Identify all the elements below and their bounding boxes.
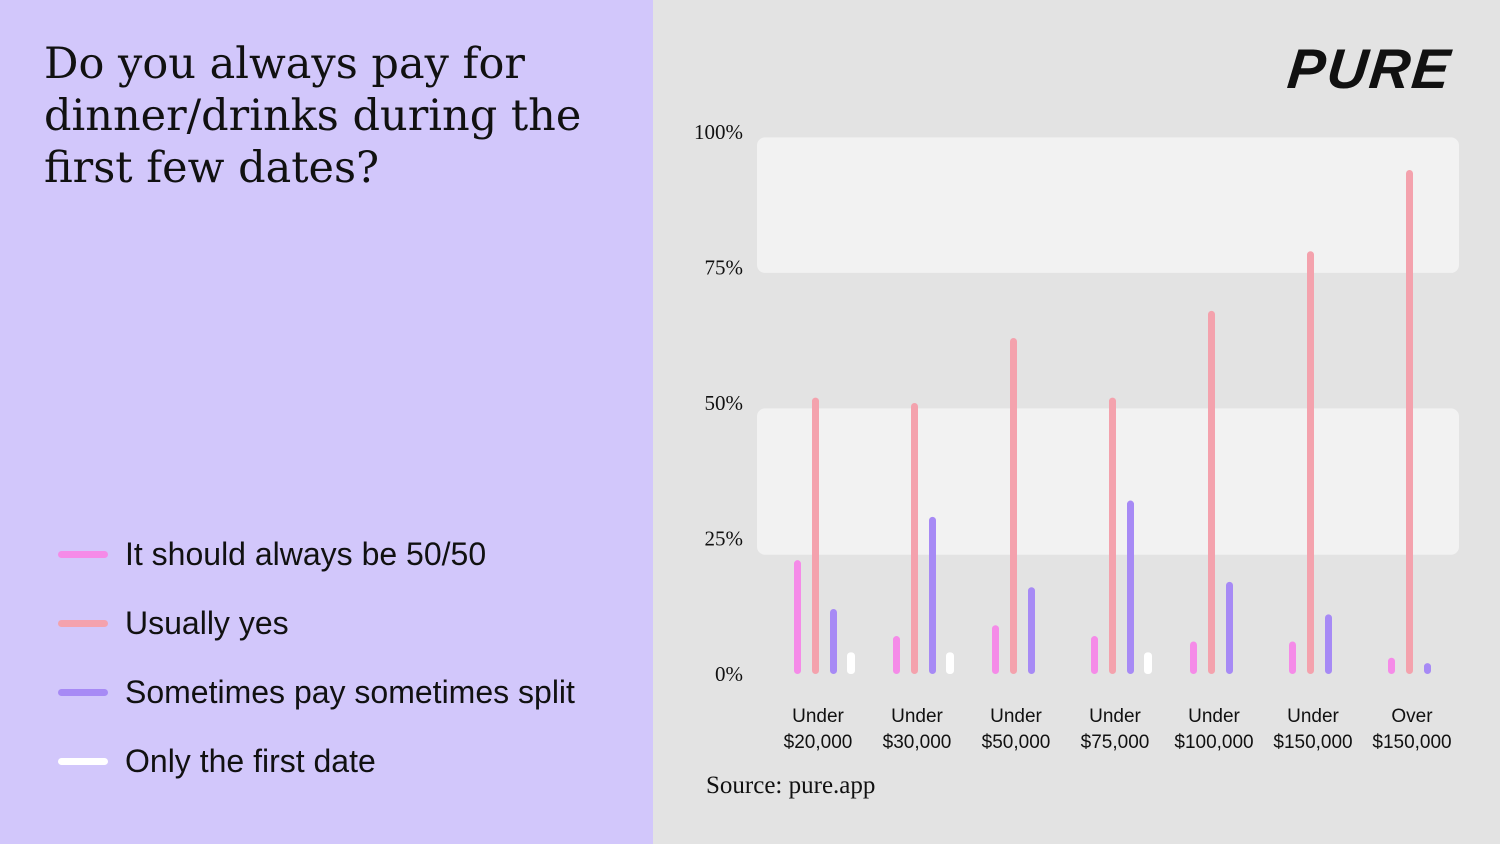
legend-item-always-50-50: It should always be 50/50	[58, 530, 575, 578]
chart-title: Do you always pay for dinner/drinks duri…	[44, 39, 582, 193]
legend-label: Usually yes	[125, 604, 289, 641]
bar	[1388, 657, 1395, 674]
legend-item-usually-yes: Usually yes	[58, 599, 575, 647]
bar	[847, 652, 855, 674]
bar	[1424, 663, 1431, 674]
bar	[1307, 251, 1314, 675]
x-tick-label: $50,000	[982, 732, 1051, 753]
bar	[1226, 581, 1233, 674]
bar	[1289, 641, 1296, 674]
legend-item-only-first-date: Only the first date	[58, 737, 575, 785]
x-tick-label: Under	[792, 706, 844, 727]
y-tick-label: 0%	[715, 662, 743, 686]
x-tick-label: $100,000	[1174, 732, 1253, 753]
bar	[1010, 337, 1017, 674]
bar	[794, 560, 801, 674]
bar	[992, 625, 999, 674]
legend: It should always be 50/50 Usually yes So…	[58, 530, 575, 806]
bar	[1109, 397, 1116, 674]
x-tick-label: Under	[1287, 706, 1339, 727]
legend-label: It should always be 50/50	[125, 535, 487, 572]
bar	[893, 636, 900, 674]
bar	[830, 608, 837, 674]
legend-swatch	[58, 757, 108, 765]
bar	[812, 397, 819, 674]
x-tick-label: $30,000	[883, 732, 952, 753]
bar	[1127, 500, 1134, 674]
x-tick-label: Under	[990, 706, 1042, 727]
bar	[1144, 652, 1152, 674]
x-tick-label: $20,000	[784, 732, 853, 753]
x-tick-label: $150,000	[1372, 732, 1451, 753]
x-tick-label: Over	[1391, 706, 1433, 727]
y-tick-label: 100%	[694, 120, 743, 144]
legend-label: Only the first date	[125, 742, 376, 779]
y-tick-label: 50%	[705, 391, 744, 415]
x-tick-label: $150,000	[1273, 732, 1352, 753]
bar	[911, 403, 918, 674]
legend-swatch	[58, 688, 108, 696]
bar	[1028, 587, 1035, 674]
y-tick-label: 75%	[705, 256, 744, 280]
source-note: Source: pure.app	[706, 772, 876, 799]
legend-swatch	[58, 550, 108, 558]
legend-swatch	[58, 619, 108, 627]
x-tick-label: Under	[1089, 706, 1141, 727]
x-tick-label: $75,000	[1081, 732, 1150, 753]
y-tick-label: 25%	[705, 527, 744, 551]
bar	[929, 516, 936, 674]
grid-band-lower	[757, 408, 1459, 555]
left-panel	[0, 0, 653, 844]
bar	[1208, 310, 1215, 674]
x-tick-label: Under	[891, 706, 943, 727]
grid-band-upper	[757, 137, 1459, 273]
bar	[1406, 169, 1413, 674]
legend-item-sometimes-split: Sometimes pay sometimes split	[58, 668, 575, 716]
bar	[1325, 614, 1332, 674]
pure-logo: PURE	[1285, 37, 1456, 100]
legend-label: Sometimes pay sometimes split	[125, 673, 575, 710]
x-tick-label: Under	[1188, 706, 1240, 727]
bar	[1091, 636, 1098, 674]
bar	[1190, 641, 1197, 674]
bar-chart: 100% 75% 50% 25% 0% Under $20,000 Under $30,000 U…	[694, 120, 1459, 753]
bar	[946, 652, 954, 674]
